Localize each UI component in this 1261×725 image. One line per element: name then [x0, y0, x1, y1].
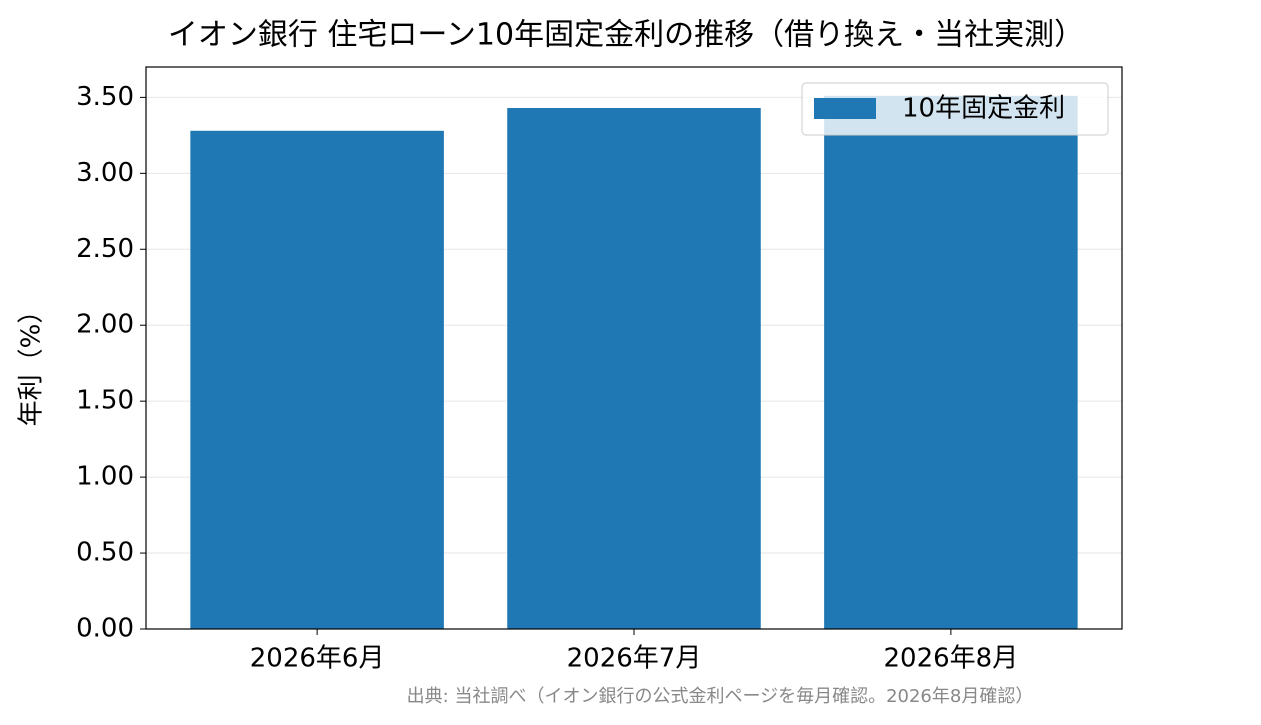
chart-title: イオン銀行 住宅ローン10年固定金利の推移（借り換え・当社実測）: [168, 18, 1084, 53]
bar: [824, 95, 1078, 630]
legend-swatch: [814, 98, 876, 119]
y-tick-label: 2.00: [76, 310, 134, 340]
x-tick-label: 2026年7月: [567, 644, 702, 674]
y-tick-label: 0.00: [76, 614, 134, 644]
source-note: 出典: 当社調べ（イオン銀行の公式金利ページを毎月確認。2026年8月確認）: [407, 686, 1034, 707]
bar: [190, 130, 444, 629]
y-tick-label: 1.50: [76, 386, 134, 416]
y-tick-label: 0.50: [76, 538, 134, 568]
legend-label: 10年固定金利: [902, 94, 1065, 124]
legend: 10年固定金利: [801, 82, 1109, 136]
y-tick-label: 1.00: [76, 462, 134, 492]
x-tick-label: 2026年8月: [884, 644, 1019, 674]
legend-box: [801, 82, 1109, 136]
x-tick-label: 2026年6月: [250, 644, 385, 674]
y-tick-label: 3.50: [76, 82, 134, 112]
plot-frame: [145, 66, 1123, 630]
y-tick-label: 2.50: [76, 234, 134, 264]
y-axis-label: 年利（%）: [17, 298, 47, 427]
bar: [507, 108, 761, 630]
y-tick-label: 3.00: [76, 158, 134, 188]
